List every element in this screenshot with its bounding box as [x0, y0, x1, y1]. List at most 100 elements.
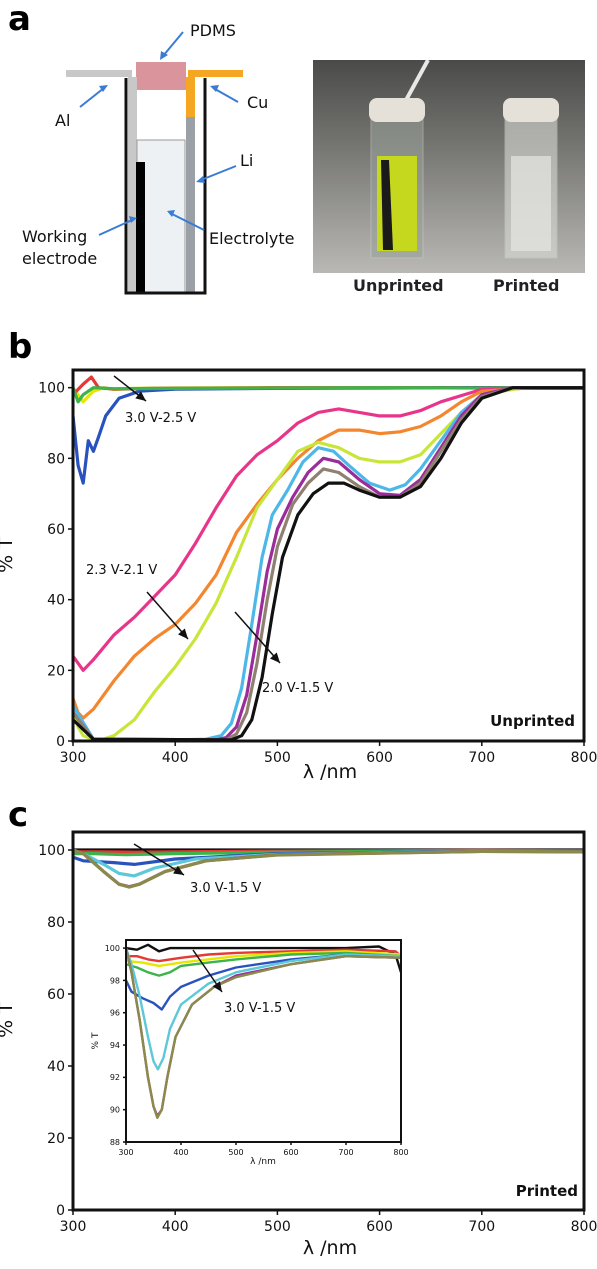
corner-label: Printed: [516, 1182, 578, 1200]
x-tick-label: 500: [228, 1148, 243, 1157]
electrolyte-arrowhead: [167, 210, 175, 217]
y-axis-label: % T: [0, 1002, 17, 1038]
series-line-2: [126, 948, 401, 963]
electrode-label: electrode: [22, 249, 97, 268]
x-axis-label: λ /nm: [303, 761, 357, 783]
series-line-1: [126, 943, 401, 973]
x-tick-label: 800: [571, 1219, 597, 1235]
cu-arrowhead: [210, 85, 219, 92]
y-tick-label: 88: [110, 1138, 120, 1147]
x-tick-label: 300: [118, 1148, 133, 1157]
panel-label-c: c: [8, 795, 29, 835]
unprinted-cap: [369, 98, 425, 122]
y-tick-label: 60: [47, 987, 65, 1003]
x-tick-label: 300: [60, 1219, 87, 1235]
printed-solution: [511, 156, 551, 251]
wire: [403, 60, 430, 103]
cuvette-photo: [313, 60, 585, 273]
y-tick-label: 0: [56, 734, 65, 750]
x-axis-label: λ /nm: [303, 1237, 357, 1259]
x-tick-label: 400: [162, 750, 189, 766]
x-tick-label: 700: [468, 1219, 495, 1235]
cell-schematic: PDMS Al Cu Li Working electrode Electrol…: [22, 21, 295, 295]
y-tick-label: 20: [47, 1131, 65, 1147]
electrolyte-label: Electrolyte: [209, 229, 295, 248]
plot-area: [126, 940, 401, 1142]
x-tick-label: 400: [173, 1148, 188, 1157]
li-electrode: [186, 117, 195, 292]
plot-frame: [71, 830, 586, 1212]
cu-label: Cu: [247, 93, 268, 112]
y-tick-label: 60: [47, 522, 65, 538]
y-tick-label: 40: [47, 1059, 65, 1075]
x-tick-label: 700: [338, 1148, 353, 1157]
x-tick-label: 700: [468, 750, 495, 766]
al-label: Al: [55, 111, 70, 130]
cu-tab: [188, 70, 243, 77]
working-arrowhead: [129, 216, 137, 223]
x-tick-label: 500: [264, 750, 291, 766]
x-tick-label: 800: [571, 750, 597, 766]
series-line-4: [126, 951, 401, 977]
x-tick-label: 600: [366, 1219, 393, 1235]
x-tick-label: 300: [60, 750, 87, 766]
pdms-arrowhead: [160, 51, 168, 60]
pdms-label: PDMS: [190, 21, 236, 40]
series-line-4: [73, 386, 584, 404]
inset-arrow-head: [212, 981, 222, 992]
y-tick-label: 0: [56, 1203, 65, 1219]
annotation-3: 2.0 V-1.5 V: [262, 681, 333, 696]
corner-label: Unprinted: [490, 712, 575, 730]
y-tick-label: 96: [110, 1009, 120, 1018]
working-arrow: [98, 219, 133, 236]
inset-annotation: 3.0 V-1.5 V: [224, 1001, 295, 1016]
series-line-8: [126, 947, 401, 1119]
cell-container: [124, 78, 207, 295]
annotation-1: 3.0 V-2.5 V: [125, 411, 196, 426]
series-line-7: [73, 848, 584, 889]
li-arrowhead: [196, 176, 205, 183]
plot-area: [73, 370, 584, 741]
li-arrow: [200, 165, 237, 181]
panel-label-b: b: [8, 327, 33, 367]
unprinted-electrode: [381, 160, 393, 250]
y-tick-label: 80: [47, 451, 65, 467]
x-tick-label: 600: [366, 750, 393, 766]
y-tick-label: 94: [110, 1041, 120, 1050]
cu-arrow: [214, 88, 239, 103]
x-tick-label: 600: [283, 1148, 298, 1157]
x-tick-label: 800: [393, 1148, 408, 1157]
al-lead: [128, 77, 137, 292]
y-tick-label: 100: [38, 381, 65, 397]
printed-cap: [503, 98, 559, 122]
y-tick-label: 90: [110, 1106, 120, 1115]
transmittance-chart-printed: 300 400 500 600 700 800 0 20 40 60 80 100 λ /nm % T Pr…: [0, 830, 597, 1259]
series-line-11: [73, 386, 584, 741]
arrow-1-head: [135, 391, 146, 401]
arrow-2: [146, 591, 189, 640]
inset-y-axis-label: % T: [91, 1032, 101, 1049]
al-arrowhead: [99, 85, 108, 92]
y-tick-label: 80: [47, 915, 65, 931]
working-label: Working: [22, 227, 87, 246]
annotation-1: 3.0 V-1.5 V: [190, 881, 261, 896]
working-electrode: [136, 162, 145, 292]
electrolyte-arrow: [171, 213, 205, 231]
y-axis-label: % T: [0, 537, 17, 573]
y-tick-label: 92: [110, 1073, 120, 1082]
pdms-arrow: [162, 31, 184, 57]
arrow-3-head: [270, 652, 280, 663]
series-line-8: [73, 386, 584, 741]
y-tick-label: 98: [110, 976, 120, 985]
inset-x-axis-label: λ /nm: [250, 1157, 276, 1167]
series-line-6: [126, 947, 401, 1071]
series-line-3: [126, 950, 401, 968]
unprinted-caption: Unprinted: [353, 276, 444, 295]
y-tick-label: 20: [47, 663, 65, 679]
li-label: Li: [240, 151, 253, 170]
arrow-1-head: [173, 865, 184, 875]
arrow-2-head: [178, 628, 188, 639]
cu-lead: [186, 77, 195, 117]
y-tick-label: 100: [105, 944, 120, 953]
plot-frame: [125, 939, 402, 1143]
